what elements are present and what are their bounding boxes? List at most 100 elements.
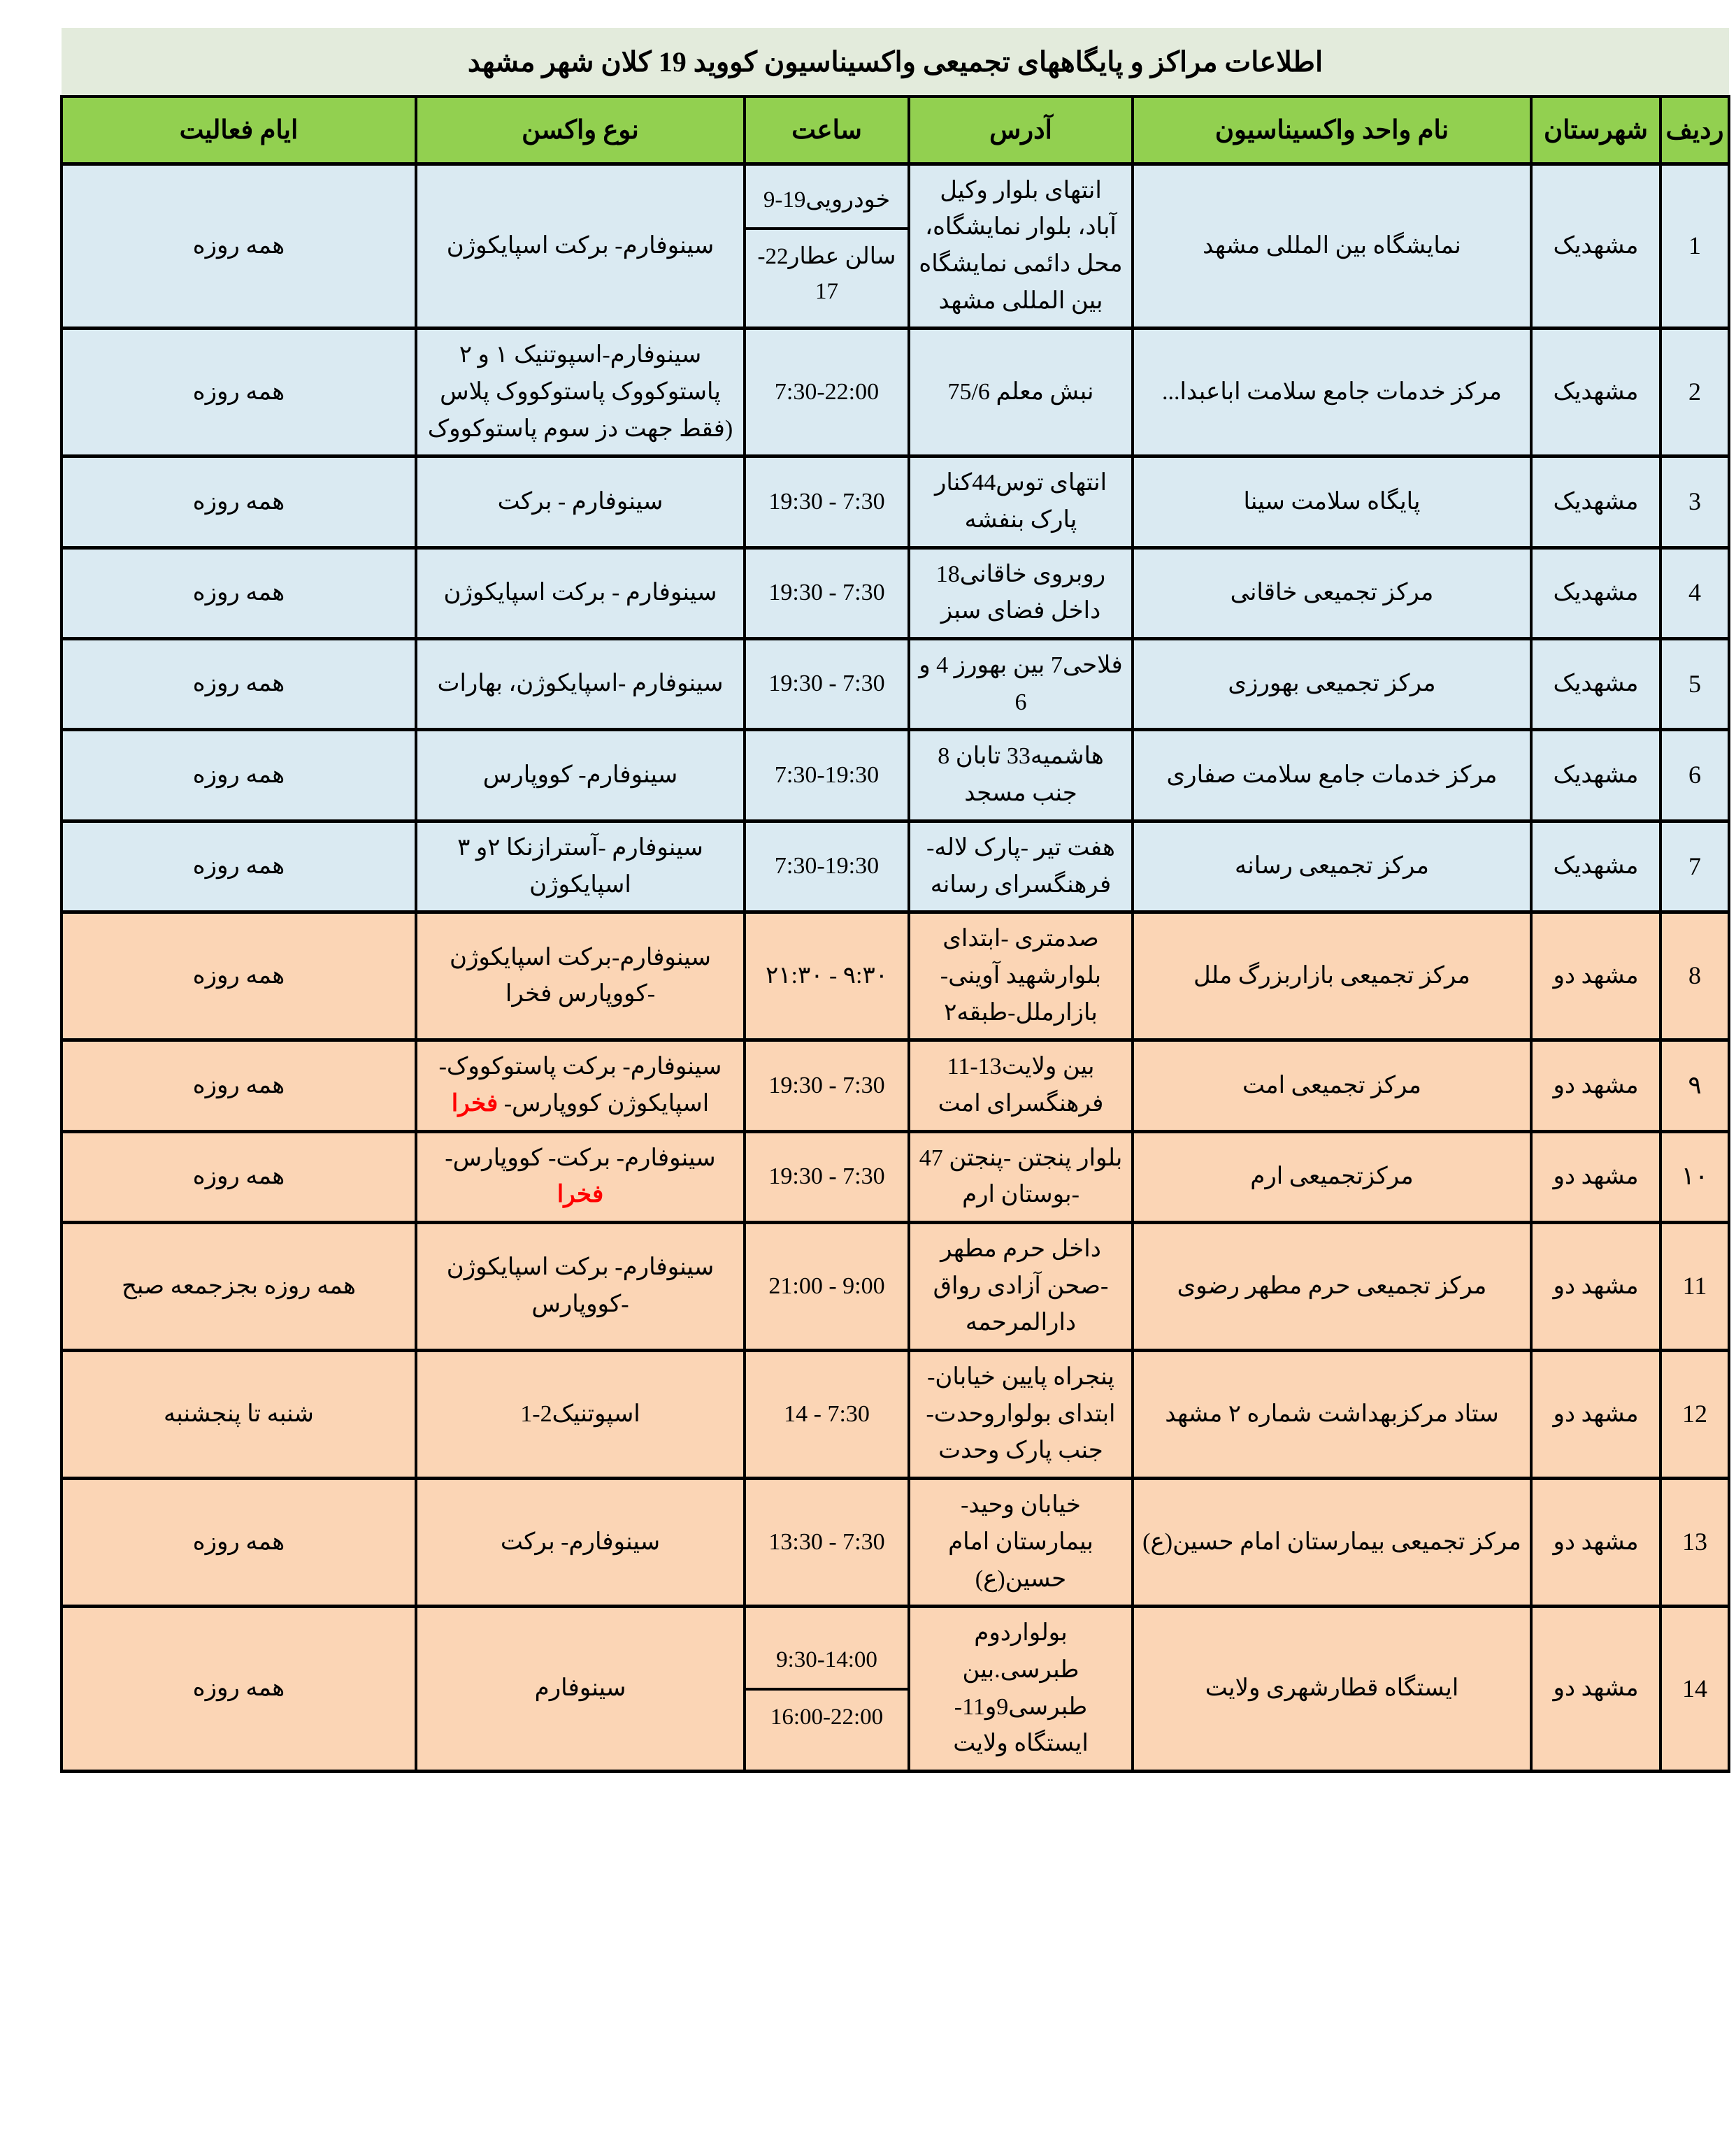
table-row[interactable]: 8 مشهد دو مرکز تجمیعی بازاربزرگ ملل صدمتری … [59,910,1730,1042]
cell-days[interactable]: همه روزه [59,162,418,331]
table-row[interactable]: 12 مشهد دو ستاد مرکزبهداشت شماره ۲ مشهد پنج… [59,1349,1730,1481]
cell-no[interactable]: 11 [1659,1220,1730,1353]
cell-vaccine[interactable]: سینوفارم - برکت اسپایکوژن [415,545,746,641]
cell-unit[interactable]: مرکز تجمیعی بیمارستان امام حسین(ع) [1131,1477,1533,1609]
cell-county[interactable]: مشهدیک [1530,327,1662,459]
cell-days[interactable]: همه روزه [59,1129,418,1225]
cell-unit[interactable]: مرکز تجمیعی امت [1131,1038,1533,1133]
cell-hours-split[interactable]: خودرویی19-9 سالن عطار22-17 [743,162,910,331]
cell-hours[interactable]: ۹:۳۰ - ۲۱:۳۰ [743,910,910,1042]
table-row[interactable]: 2 مشهدیک مرکز خدمات جامع سلامت اباعبدا... ن… [59,327,1730,459]
cell-county[interactable]: مشهدیک [1530,454,1662,550]
cell-vaccine[interactable]: سینوفارم- برکت پاستوکووک- اسپایکوژن کووپ… [415,1038,746,1133]
cell-hours[interactable]: 7:30 - 19:30 [743,454,910,550]
cell-hours[interactable]: 7:30 - 14 [743,1349,910,1481]
cell-no[interactable]: 8 [1659,910,1730,1042]
cell-unit[interactable]: مرکز تجمیعی بازاربزرگ ملل [1131,910,1533,1042]
cell-hours[interactable]: 7:30 - 19:30 [743,1129,910,1225]
column-header-address[interactable]: آدرس [908,95,1134,165]
cell-hours[interactable]: 7:30 - 19:30 [743,1038,910,1133]
cell-hours[interactable]: 7:30 - 13:30 [743,1477,910,1609]
hours-segment[interactable]: 9:30-14:00 [746,1633,908,1691]
cell-address[interactable]: نبش معلم 75/6 [908,327,1134,459]
cell-no[interactable]: 13 [1659,1477,1730,1609]
cell-unit[interactable]: مرکزتجمیعی ارم [1131,1129,1533,1225]
cell-hours[interactable]: 7:30-22:00 [743,327,910,459]
cell-hours-split[interactable]: 9:30-14:00 16:00-22:00 [743,1605,910,1773]
cell-no[interactable]: 2 [1659,327,1730,459]
cell-vaccine[interactable]: سینوفارم- برکت اسپایکوژن -کووپارس [415,1220,746,1353]
cell-address[interactable]: بولواردوم طبرسی.بین طبرسی9و11- ایستگاه و… [908,1605,1134,1773]
cell-address[interactable]: انتهای توس44کنار پارک بنفشه [908,454,1134,550]
cell-no[interactable]: 14 [1659,1605,1730,1773]
cell-days[interactable]: همه روزه [59,910,418,1042]
cell-vaccine[interactable]: سینوفارم - برکت [415,454,746,550]
hours-segment[interactable]: خودرویی19-9 [746,173,908,231]
cell-days[interactable]: همه روزه [59,545,418,641]
table-row[interactable]: 13 مشهد دو مرکز تجمیعی بیمارستان امام حسین… [59,1477,1730,1609]
cell-hours[interactable]: 7:30-19:30 [743,728,910,823]
cell-vaccine[interactable]: سینوفارم -اسپایکوژن، بهارات [415,637,746,732]
cell-unit[interactable]: نمایشگاه بین المللی مشهد [1131,162,1533,331]
table-row[interactable]: 5 مشهدیک مرکز تجمیعی بهورزی فلاحی7 بین بهور… [59,637,1730,732]
cell-county[interactable]: مشهد دو [1530,1038,1662,1133]
cell-vaccine[interactable]: سینوفارم -آسترازنکا ۲و ۳ اسپایکوژن [415,819,746,914]
cell-no[interactable]: ۹ [1659,1038,1730,1133]
column-header-unit-name[interactable]: نام واحد واکسیناسیون [1131,95,1533,165]
table-row[interactable]: 14 مشهد دو ایستگاه قطارشهری ولایت بولواردوم… [59,1605,1730,1773]
cell-vaccine[interactable]: سینوفارم-برکت اسپایکوژن -کووپارس فخرا [415,910,746,1042]
cell-unit[interactable]: مرکز خدمات جامع سلامت صفاری [1131,728,1533,823]
cell-county[interactable]: مشهد دو [1530,1605,1662,1773]
cell-unit[interactable]: ستاد مرکزبهداشت شماره ۲ مشهد [1131,1349,1533,1481]
column-header-hours[interactable]: ساعت [743,95,910,165]
table-row[interactable]: 3 مشهدیک پایگاه سلامت سینا انتهای توس44کنار… [59,454,1730,550]
hours-segment[interactable]: 16:00-22:00 [770,1704,884,1730]
table-row[interactable]: 6 مشهدیک مرکز خدمات جامع سلامت صفاری هاشمیه… [59,728,1730,823]
column-header-row-no[interactable]: ردیف [1659,95,1730,165]
cell-county[interactable]: مشهدیک [1530,728,1662,823]
cell-unit[interactable]: مرکز تجمیعی رسانه [1131,819,1533,914]
cell-unit[interactable]: مرکز تجمیعی بهورزی [1131,637,1533,732]
cell-vaccine[interactable]: سینوفارم- برکت اسپایکوژن [415,162,746,331]
cell-address[interactable]: خیابان وحید-بیمارستان امام حسین(ع) [908,1477,1134,1609]
cell-days[interactable]: همه روزه [59,728,418,823]
cell-county[interactable]: مشهد دو [1530,1477,1662,1609]
cell-no[interactable]: 12 [1659,1349,1730,1481]
cell-no[interactable]: 5 [1659,637,1730,732]
cell-days[interactable]: همه روزه [59,1605,418,1773]
cell-vaccine[interactable]: سینوفارم- برکت [415,1477,746,1609]
cell-address[interactable]: انتهای بلوار وکیل آباد، بلوار نمایشگاه، … [908,162,1134,331]
cell-vaccine[interactable]: سینوفارم- برکت- کووپارس- فخرا [415,1129,746,1225]
cell-address[interactable]: پنجراه پایین خیابان- ابتدای بولواروحدت-ج… [908,1349,1134,1481]
cell-vaccine[interactable]: سینوفارم [415,1605,746,1773]
cell-days[interactable]: همه روزه [59,1038,418,1133]
table-row[interactable]: 4 مشهدیک مرکز تجمیعی خاقانی روبروی خاقانی18… [59,545,1730,641]
cell-no[interactable]: 1 [1659,162,1730,331]
column-header-county[interactable]: شهرستان [1530,95,1662,165]
cell-hours[interactable]: 9:00 - 21:00 [743,1220,910,1353]
cell-unit[interactable]: مرکز تجمیعی حرم مطهر رضوی [1131,1220,1533,1353]
cell-no[interactable]: 7 [1659,819,1730,914]
cell-unit[interactable]: مرکز خدمات جامع سلامت اباعبدا... [1131,327,1533,459]
cell-days[interactable]: همه روزه [59,327,418,459]
cell-days[interactable]: همه روزه [59,819,418,914]
cell-county[interactable]: مشهد دو [1530,1349,1662,1481]
cell-days[interactable]: شنبه تا پنجشنبه [59,1349,418,1481]
cell-address[interactable]: روبروی خاقانی18 داخل فضای سبز [908,545,1134,641]
cell-county[interactable]: مشهدیک [1530,162,1662,331]
cell-days[interactable]: همه روزه [59,1477,418,1609]
cell-address[interactable]: داخل حرم مطهر -صحن آزادی رواق دارالمرحمه [908,1220,1134,1353]
cell-address[interactable]: هفت تیر -پارک لاله- فرهنگسرای رسانه [908,819,1134,914]
hours-segment[interactable]: سالن عطار22-17 [757,244,896,304]
column-header-active-days[interactable]: ایام فعالیت [59,95,418,165]
cell-county[interactable]: مشهدیک [1530,545,1662,641]
cell-no[interactable]: 3 [1659,454,1730,550]
cell-address[interactable]: بلوار پنجتن -پنجتن 47 -بوستان ارم [908,1129,1134,1225]
cell-hours[interactable]: 7:30-19:30 [743,819,910,914]
cell-county[interactable]: مشهدیک [1530,637,1662,732]
cell-unit[interactable]: پایگاه سلامت سینا [1131,454,1533,550]
cell-vaccine[interactable]: اسپوتنیک2-1 [415,1349,746,1481]
cell-county[interactable]: مشهد دو [1530,1220,1662,1353]
cell-county[interactable]: مشهد دو [1530,910,1662,1042]
table-row[interactable]: 7 مشهدیک مرکز تجمیعی رسانه هفت تیر -پارک لا… [59,819,1730,914]
